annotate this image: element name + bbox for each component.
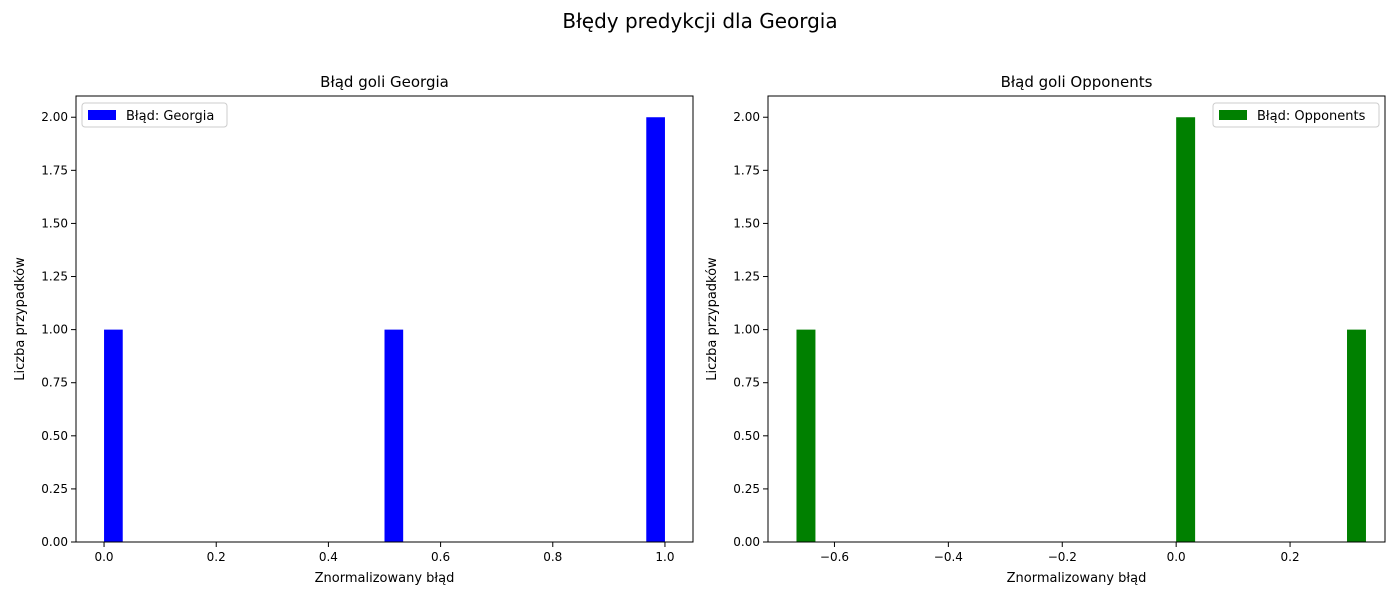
y-axis-label: Liczba przypadków [13, 257, 28, 381]
y-tick-label: 0.75 [41, 376, 68, 390]
subplot-1: 0.0 0.2 0.4 0.6 0.8 1.0 0.00 0.25 0.50 0.75 1.00 1.… [13, 73, 694, 586]
x-tick-label: 0.0 [1167, 550, 1186, 564]
y-tick-label: 0.00 [41, 535, 68, 549]
subplot-title: Błąd goli Georgia [320, 73, 449, 91]
x-tick-label: 0.2 [1281, 550, 1300, 564]
y-tick-label: 1.00 [41, 323, 68, 337]
y-tick-label: 1.25 [41, 270, 68, 284]
y-tick-label: 1.75 [733, 163, 760, 177]
bar-2-3 [1347, 329, 1366, 542]
x-tick-label: 0.2 [207, 550, 226, 564]
legend-box [81, 102, 228, 128]
plot-frame [767, 95, 1386, 543]
legend: Błąd: Opponents [1212, 102, 1380, 128]
x-tick-label: 0.6 [431, 550, 450, 564]
legend-box [1212, 102, 1380, 128]
y-tick-label: 0.50 [41, 429, 68, 443]
plot-frame [75, 95, 694, 543]
y-tick-label: 0.25 [733, 482, 760, 496]
x-tick-label: 0.0 [94, 550, 113, 564]
bar-1-2 [384, 329, 404, 542]
x-tick-label: 1.0 [655, 550, 674, 564]
legend-label: Błąd: Opponents [1257, 109, 1366, 124]
y-tick-label: 2.00 [41, 110, 68, 124]
legend-swatch [88, 110, 116, 120]
bar-2-2 [1176, 117, 1196, 543]
x-tick-label: −0.4 [934, 550, 963, 564]
y-axis-label: Liczba przypadków [705, 257, 720, 381]
x-axis-label: Znormalizowany błąd [1007, 571, 1147, 586]
y-tick-label: 1.00 [733, 323, 760, 337]
bar-1-3 [646, 117, 665, 543]
y-tick-label: 1.50 [41, 216, 68, 230]
y-tick-label: 0.25 [41, 482, 68, 496]
y-tick-label: 0.50 [733, 429, 760, 443]
legend-swatch [1219, 110, 1247, 120]
subplot-title: Błąd goli Opponents [1001, 73, 1153, 91]
bar-1-1 [104, 329, 123, 542]
x-tick-label: −0.6 [820, 550, 849, 564]
y-tick-label: 1.75 [41, 163, 68, 177]
y-tick-label: 1.50 [733, 216, 760, 230]
y-tick-label: 2.00 [733, 110, 760, 124]
y-tick-label: 1.25 [733, 270, 760, 284]
bar-2-1 [796, 329, 816, 542]
subplot-2: −0.6 −0.4 −0.2 0.0 0.2 0.00 0.25 0.50 0.75 1.00 1.… [705, 73, 1386, 586]
y-tick-label: 0.75 [733, 376, 760, 390]
x-tick-label: 0.8 [543, 550, 562, 564]
x-tick-label: 0.4 [319, 550, 338, 564]
legend-label: Błąd: Georgia [126, 109, 214, 124]
x-axis-label: Znormalizowany błąd [315, 571, 455, 586]
legend: Błąd: Georgia [81, 102, 228, 128]
x-tick-label: −0.2 [1048, 550, 1077, 564]
y-tick-label: 0.00 [733, 535, 760, 549]
figure-title: Błędy predykcji dla Georgia [562, 9, 837, 33]
